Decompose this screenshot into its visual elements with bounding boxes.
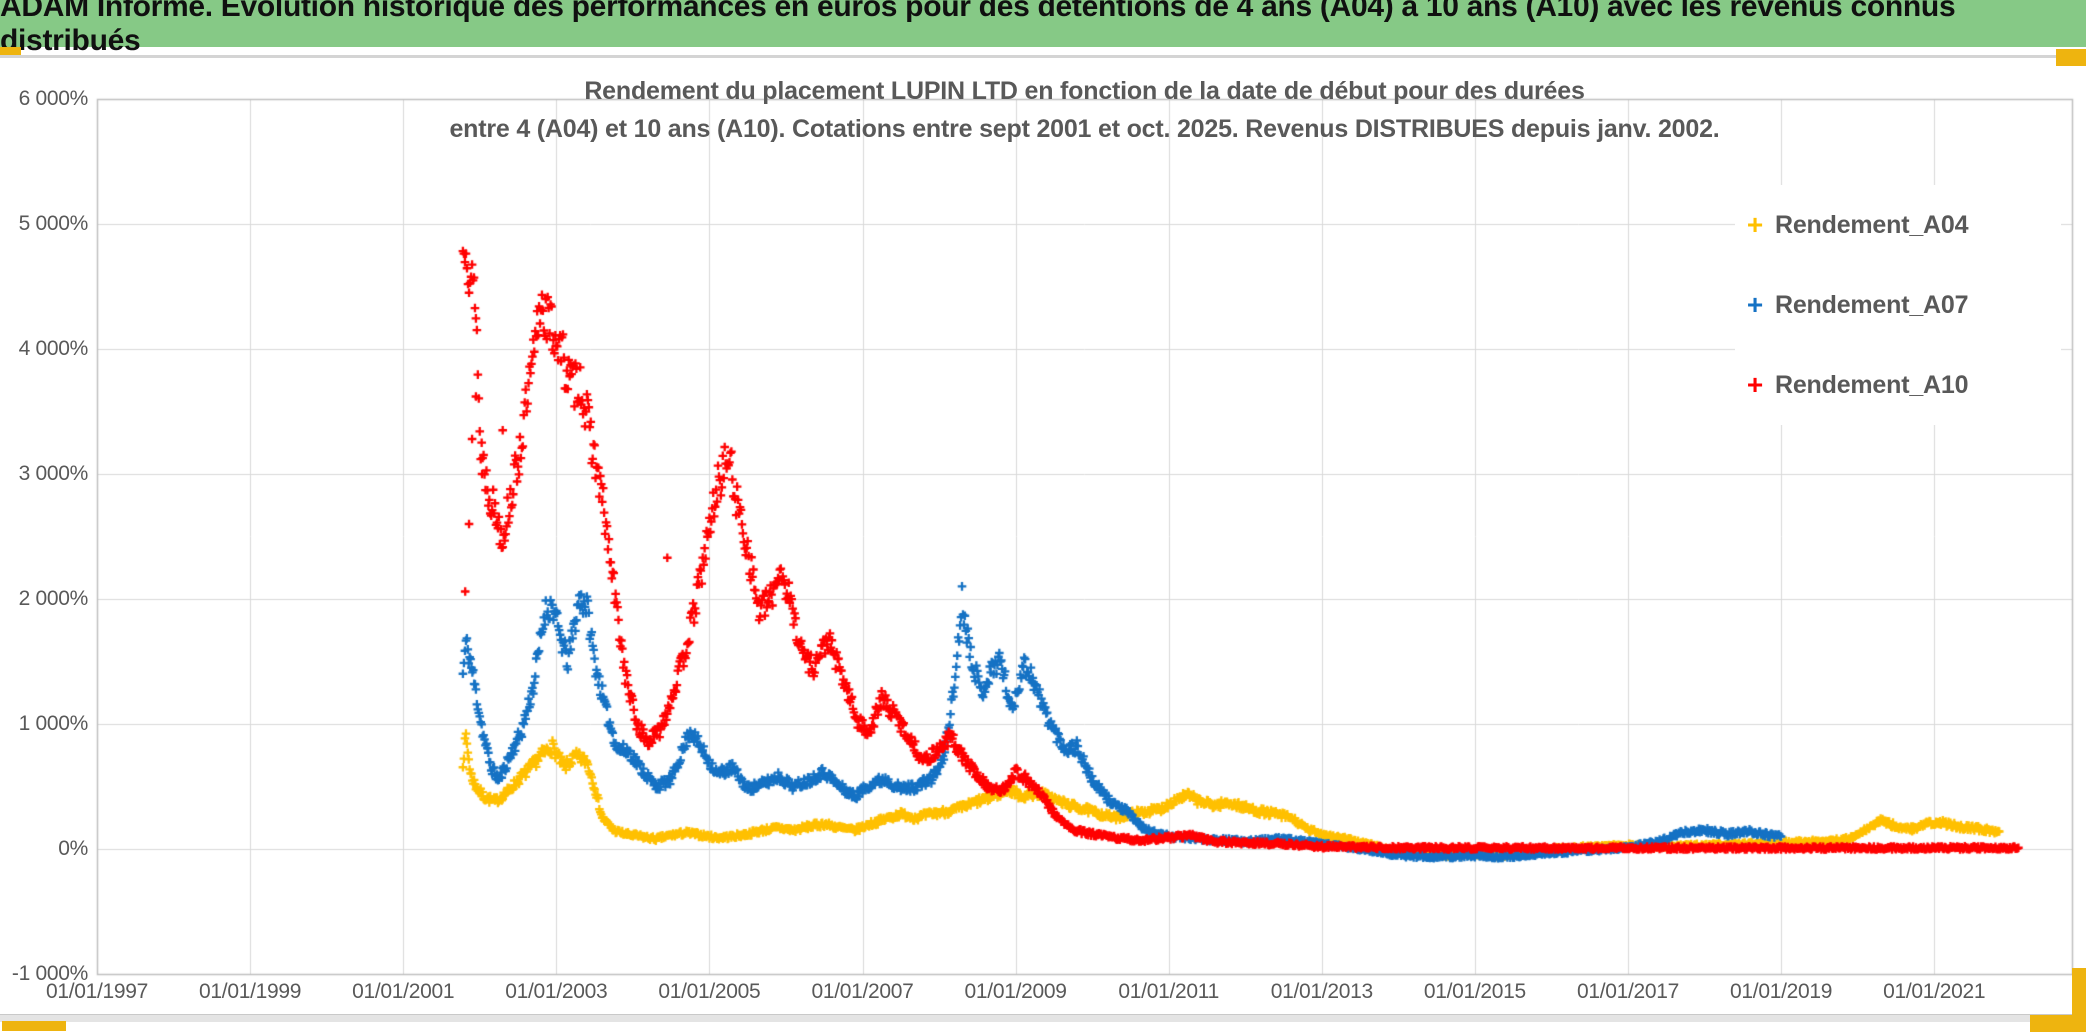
x-axis-tick-label: 01/01/2017 (1576, 980, 1680, 1003)
sheet-title-banner: ADAM Informe. Evolution historique des p… (0, 0, 2086, 57)
y-axis-tick-label: 2 000% (18, 587, 89, 610)
chart-title-line2: entre 4 (A04) et 10 ans (A10). Cotations… (449, 115, 1720, 143)
x-axis-tick-label: 01/01/2011 (1118, 980, 1219, 1003)
y-axis-tick-label: 0% (58, 837, 88, 860)
legend-plus-icon: + (1746, 369, 1764, 400)
banner-title: ADAM Informe. Evolution historique des p… (0, 0, 1956, 57)
x-axis-tick-label: 01/01/2015 (1423, 980, 1526, 1003)
y-axis-tick-label: 3 000% (18, 462, 89, 485)
selection-handle (2072, 968, 2086, 1016)
legend-item-rendement-a10[interactable]: + Rendement_A10 (1735, 345, 2061, 425)
legend: + Rendement_A04 + Rendement_A07 + Rendem… (1735, 185, 2061, 425)
chart-title-line1: Rendement du placement LUPIN LTD en fonc… (584, 77, 1585, 105)
x-axis-tick-label: 01/01/2021 (1883, 980, 1986, 1003)
x-axis-tick-label: 01/01/1997 (45, 980, 149, 1003)
legend-label: Rendement_A10 (1775, 370, 1969, 399)
selection-handle (2030, 1015, 2086, 1032)
x-axis-tick-label: 01/01/2009 (964, 980, 1067, 1003)
x-axis-tick-label: 01/01/2013 (1270, 980, 1373, 1003)
legend-label: Rendement_A04 (1775, 210, 1969, 239)
selection-handle (2, 1021, 66, 1031)
y-axis-tick-label: 1 000% (18, 712, 89, 735)
selection-handle (2056, 49, 2086, 66)
x-axis-tick-label: 01/01/2005 (658, 980, 761, 1003)
x-axis-tick-label: 01/01/2007 (811, 980, 914, 1003)
x-axis-tick-label: 01/01/2001 (352, 980, 455, 1003)
banner-underline (0, 55, 2086, 58)
y-axis-tick-label: 5 000% (18, 212, 89, 235)
x-axis-tick-label: 01/01/1999 (199, 980, 302, 1003)
legend-plus-icon: + (1746, 289, 1764, 320)
x-axis-tick-label: 01/01/2003 (505, 980, 608, 1003)
legend-label: Rendement_A07 (1775, 290, 1969, 319)
legend-item-rendement-a07[interactable]: + Rendement_A07 (1735, 265, 2061, 345)
x-axis-tick-label: 01/01/2019 (1730, 980, 1833, 1003)
y-axis-tick-label: 6 000% (18, 87, 89, 110)
legend-plus-icon: + (1746, 209, 1764, 240)
chart-title: Rendement du placement LUPIN LTD en fonc… (97, 72, 2072, 148)
y-axis-tick-label: 4 000% (18, 337, 89, 360)
y-axis-tick-label: -1 000% (11, 962, 88, 985)
legend-item-rendement-a04[interactable]: + Rendement_A04 (1735, 185, 2061, 265)
row-divider (0, 1014, 2086, 1022)
selection-handle (0, 47, 21, 55)
